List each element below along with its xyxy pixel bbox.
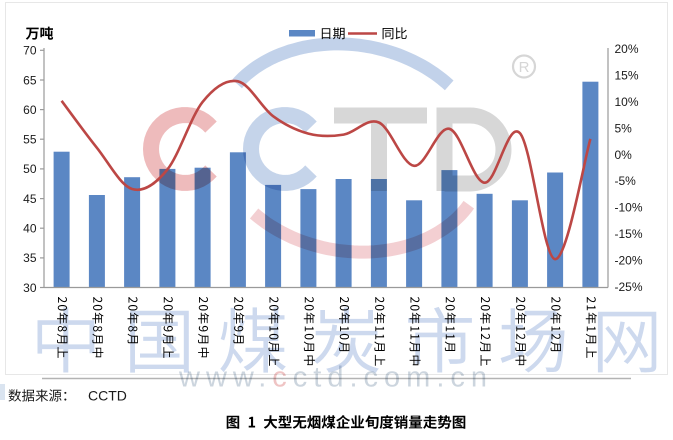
svg-text:5%: 5% [615, 121, 633, 135]
svg-text:-10%: -10% [615, 201, 643, 215]
svg-text:30: 30 [23, 281, 37, 295]
svg-text:-20%: -20% [615, 253, 643, 267]
svg-text:50: 50 [23, 162, 37, 176]
svg-text:0%: 0% [615, 148, 633, 162]
svg-text:R: R [519, 59, 530, 76]
svg-text:10%: 10% [615, 95, 639, 109]
svg-text:-5%: -5% [615, 174, 637, 188]
svg-text:CCTD: CCTD [88, 388, 127, 404]
svg-text:55: 55 [23, 133, 37, 147]
svg-text:-15%: -15% [615, 227, 643, 241]
svg-text:60: 60 [23, 103, 37, 117]
svg-text:40: 40 [23, 222, 37, 236]
svg-text:35: 35 [23, 251, 37, 265]
svg-text:65: 65 [23, 73, 37, 87]
svg-text:20%: 20% [615, 42, 639, 56]
svg-text:-25%: -25% [615, 280, 643, 294]
svg-text:45: 45 [23, 192, 37, 206]
svg-text:70: 70 [23, 44, 37, 58]
svg-text:www.cctd.com.cn: www.cctd.com.cn [178, 362, 493, 394]
svg-text:15%: 15% [615, 69, 639, 83]
